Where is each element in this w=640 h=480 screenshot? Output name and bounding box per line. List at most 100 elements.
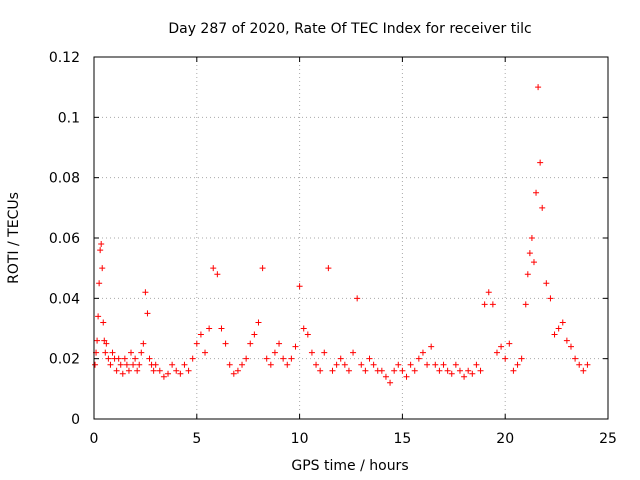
data-point (128, 349, 135, 356)
data-point (222, 340, 229, 347)
data-point (415, 355, 422, 362)
data-point (469, 370, 476, 377)
y-tick-label: 0 (71, 412, 80, 428)
data-point (506, 340, 513, 347)
data-point (271, 349, 278, 356)
data-point (144, 310, 151, 317)
data-point (125, 367, 132, 374)
data-point (103, 340, 110, 347)
data-point (300, 325, 307, 332)
data-point (313, 361, 320, 368)
data-point (522, 301, 529, 308)
data-point (113, 367, 120, 374)
data-point (337, 355, 344, 362)
data-point (465, 367, 472, 374)
data-point (142, 289, 149, 296)
data-point (234, 367, 241, 374)
data-points (92, 84, 591, 386)
data-point (428, 343, 435, 350)
data-point (98, 241, 105, 248)
x-tick-labels: 0 5 10 15 20 25 (90, 431, 617, 447)
data-point (247, 340, 254, 347)
data-point (533, 189, 540, 196)
data-point (473, 361, 480, 368)
data-point (329, 367, 336, 374)
data-point (535, 84, 542, 91)
data-point (350, 349, 357, 356)
data-point (102, 349, 109, 356)
data-point (518, 355, 525, 362)
data-point (134, 367, 141, 374)
data-point (92, 361, 99, 368)
data-point (440, 361, 447, 368)
data-point (140, 340, 147, 347)
data-point (477, 367, 484, 374)
data-point (255, 319, 262, 326)
y-tick-label: 0.06 (49, 231, 80, 247)
data-point (481, 301, 488, 308)
data-point (123, 361, 130, 368)
data-point (193, 340, 200, 347)
data-point (132, 355, 139, 362)
y-tick-label: 0.08 (49, 171, 80, 187)
data-point (96, 280, 103, 287)
y-tick-label: 0.04 (49, 291, 80, 307)
data-point (510, 367, 517, 374)
data-point (366, 355, 373, 362)
data-point (177, 370, 184, 377)
data-point (130, 361, 137, 368)
data-point (424, 361, 431, 368)
data-point (456, 367, 463, 374)
data-point (498, 343, 505, 350)
y-tick-label: 0.12 (49, 50, 80, 66)
data-point (537, 159, 544, 166)
data-point (121, 355, 128, 362)
data-point (95, 313, 102, 320)
x-tick-label: 20 (496, 431, 514, 447)
y-tick-label: 0.02 (49, 352, 80, 368)
data-point (99, 265, 106, 272)
data-point (543, 280, 550, 287)
data-point (230, 370, 237, 377)
data-point (152, 361, 159, 368)
data-point (444, 367, 451, 374)
data-point (345, 367, 352, 374)
data-point (358, 361, 365, 368)
data-point (146, 355, 153, 362)
data-point (251, 331, 258, 338)
data-point (514, 361, 521, 368)
data-point (267, 361, 274, 368)
x-tick-label: 5 (192, 431, 201, 447)
data-point (101, 337, 108, 344)
data-point (411, 367, 418, 374)
data-point (185, 367, 192, 374)
data-point (189, 355, 196, 362)
data-point (292, 343, 299, 350)
data-point (259, 265, 266, 272)
x-axis-label: GPS time / hours (291, 458, 408, 474)
data-point (580, 367, 587, 374)
data-point (136, 361, 143, 368)
y-tick-labels: 0 0.02 0.04 0.06 0.08 0.1 0.12 (49, 50, 80, 428)
data-point (117, 361, 124, 368)
data-point (169, 361, 176, 368)
data-point (333, 361, 340, 368)
data-point (210, 265, 217, 272)
data-point (218, 325, 225, 332)
data-point (115, 355, 122, 362)
data-point (280, 355, 287, 362)
data-point (284, 361, 291, 368)
y-axis-label: ROTI / TECUs (6, 192, 22, 284)
data-point (567, 343, 574, 350)
data-point (119, 370, 126, 377)
data-point (407, 361, 414, 368)
data-point (432, 361, 439, 368)
data-point (100, 319, 107, 326)
data-point (485, 289, 492, 296)
data-point (296, 283, 303, 290)
data-point (370, 361, 377, 368)
data-point (559, 319, 566, 326)
data-point (528, 235, 535, 241)
data-point (94, 337, 101, 344)
data-point (156, 367, 163, 374)
